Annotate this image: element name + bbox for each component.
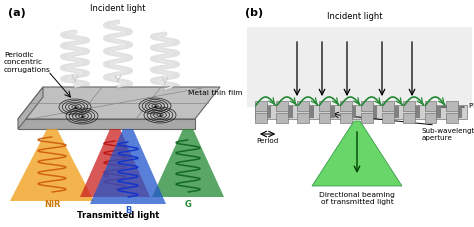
Bar — [457, 107, 462, 118]
Text: (a): (a) — [8, 8, 26, 18]
Text: Metal thin film: Metal thin film — [188, 90, 243, 96]
Bar — [437, 107, 441, 118]
Bar — [340, 101, 352, 111]
Bar — [255, 101, 267, 111]
Bar — [446, 114, 457, 124]
Bar — [297, 114, 309, 124]
Text: Transmitted light: Transmitted light — [77, 210, 159, 219]
Bar — [319, 114, 330, 124]
Polygon shape — [10, 129, 94, 201]
Polygon shape — [18, 119, 195, 129]
Bar — [319, 101, 330, 111]
Bar — [276, 101, 288, 111]
Bar — [382, 114, 394, 124]
Polygon shape — [90, 129, 166, 204]
Bar — [297, 101, 309, 111]
Bar — [340, 114, 352, 124]
Text: Directional beaming
of transmitted light: Directional beaming of transmitted light — [319, 191, 395, 205]
Text: B: B — [125, 205, 131, 214]
Bar — [425, 114, 437, 124]
Text: Incident light: Incident light — [90, 4, 146, 13]
Text: Sub-wavelength
aperture: Sub-wavelength aperture — [422, 127, 474, 140]
Text: R: R — [102, 170, 108, 179]
Bar — [446, 101, 457, 111]
Bar — [373, 107, 377, 118]
Bar — [403, 101, 415, 111]
Bar — [425, 101, 437, 111]
Text: (b): (b) — [245, 8, 263, 18]
Bar — [288, 107, 292, 118]
Text: NIR: NIR — [44, 199, 60, 208]
Bar — [403, 114, 415, 124]
Text: G: G — [184, 199, 191, 208]
Polygon shape — [18, 88, 220, 119]
Bar — [394, 107, 399, 118]
Bar — [352, 107, 356, 118]
Bar — [255, 114, 267, 124]
Polygon shape — [152, 129, 224, 197]
Text: Plasmonic color filtering: Plasmonic color filtering — [469, 103, 474, 109]
Text: Incident light: Incident light — [327, 12, 383, 21]
Bar — [267, 107, 272, 118]
Polygon shape — [80, 129, 150, 197]
FancyBboxPatch shape — [247, 28, 472, 108]
Bar — [361, 114, 373, 124]
Bar — [330, 107, 335, 118]
Polygon shape — [312, 121, 402, 186]
Bar — [309, 107, 314, 118]
Text: Period: Period — [256, 137, 279, 143]
Bar — [361, 101, 373, 111]
Bar — [255, 106, 467, 119]
Text: Periodic
concentric
corrugations: Periodic concentric corrugations — [4, 52, 51, 73]
Bar — [382, 101, 394, 111]
Bar — [276, 114, 288, 124]
Bar — [415, 107, 420, 118]
Polygon shape — [18, 88, 43, 129]
